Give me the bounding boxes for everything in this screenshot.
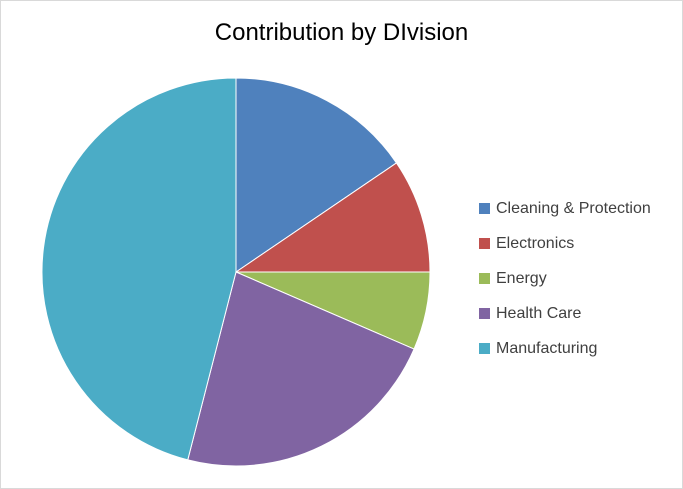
pie-slice-health-care bbox=[187, 271, 415, 467]
pie-slice-cleaning-protection bbox=[235, 77, 398, 273]
legend-label: Energy bbox=[496, 269, 547, 287]
legend-swatch bbox=[479, 273, 490, 284]
legend: Cleaning & Protection Electronics Energy… bbox=[479, 191, 679, 366]
legend-item-energy: Energy bbox=[479, 261, 679, 296]
legend-label: Manufacturing bbox=[496, 339, 598, 357]
legend-label: Health Care bbox=[496, 304, 582, 322]
legend-item-health-care: Health Care bbox=[479, 296, 679, 331]
pie-slice-manufacturing bbox=[41, 77, 237, 461]
legend-item-cleaning-protection: Cleaning & Protection bbox=[479, 191, 679, 226]
legend-label: Electronics bbox=[496, 234, 575, 252]
legend-item-electronics: Electronics bbox=[479, 226, 679, 261]
pie-slice-electronics bbox=[234, 162, 431, 273]
legend-label: Cleaning & Protection bbox=[496, 199, 651, 217]
legend-item-manufacturing: Manufacturing bbox=[479, 331, 679, 366]
legend-swatch bbox=[479, 238, 490, 249]
legend-swatch bbox=[479, 343, 490, 354]
legend-swatch bbox=[479, 203, 490, 214]
pie-slices bbox=[41, 77, 431, 467]
chart-title: Contribution by DIvision bbox=[214, 19, 469, 46]
legend-swatch bbox=[479, 308, 490, 319]
